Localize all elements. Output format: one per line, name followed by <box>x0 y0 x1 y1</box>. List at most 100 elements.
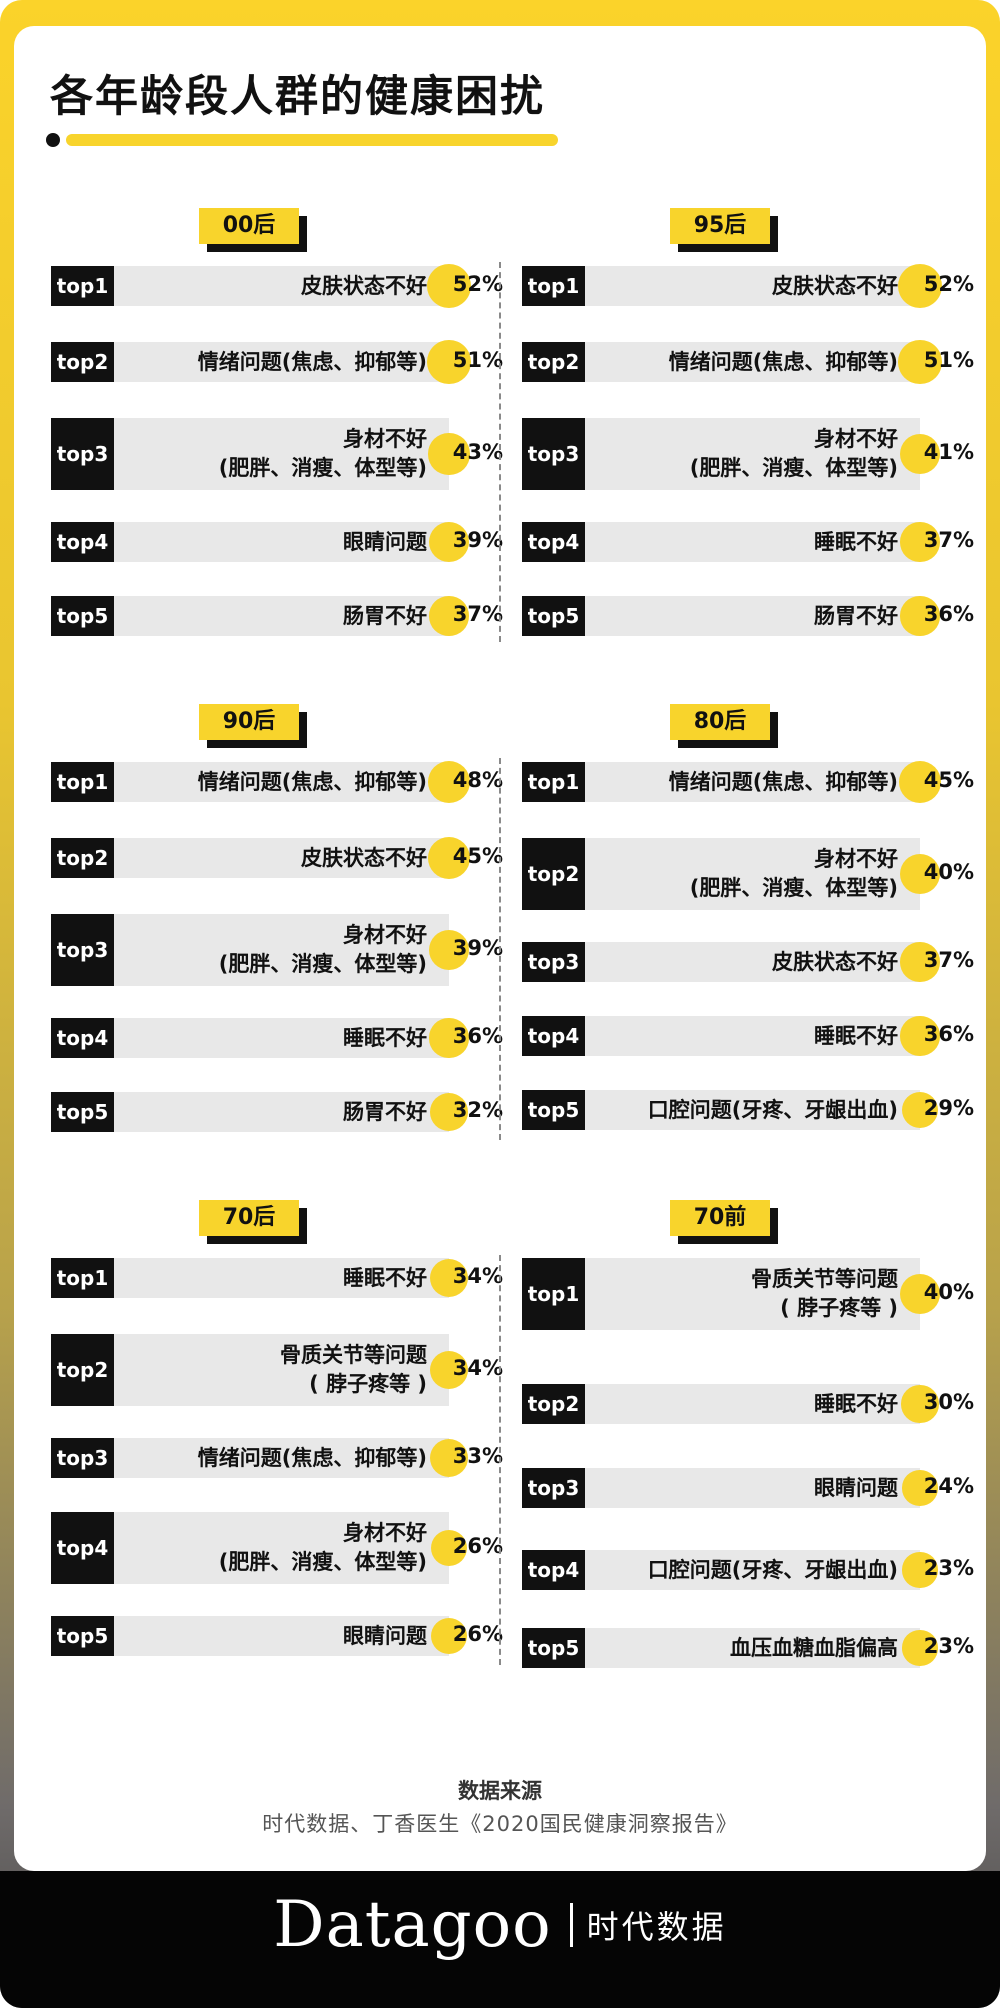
issue-label-line: 血压血糖血脂偏高 <box>730 1635 898 1660</box>
value-dot <box>899 433 941 475</box>
issue-bar: 情绪问题(焦虑、抑郁等) <box>114 1438 449 1478</box>
rank-badge: top2 <box>522 838 585 910</box>
ranking-row: top3 身材不好 (肥胖、消瘦、体型等) 43% <box>51 418 503 490</box>
page-title: 各年龄段人群的健康困扰 <box>50 72 545 122</box>
issue-label-line: 口腔问题(牙疼、牙龈出血) <box>647 1557 898 1582</box>
ranking-row: top5 肠胃不好 37% <box>51 596 503 636</box>
value-label: 23% <box>923 1556 974 1580</box>
issue-label: 口腔问题(牙疼、牙龈出血) <box>648 1550 898 1590</box>
value-label: 30% <box>923 1390 974 1414</box>
group-label-box: 90后 <box>199 704 307 748</box>
rank-badge: top1 <box>522 1258 585 1330</box>
value-label: 36% <box>452 1024 503 1048</box>
rank-badge: top3 <box>522 942 585 982</box>
value-label: 32% <box>452 1098 503 1122</box>
issue-bar: 情绪问题(焦虑、抑郁等) <box>114 342 449 382</box>
issue-label-line: 睡眠不好 <box>814 1023 898 1048</box>
value-dot <box>902 1470 938 1506</box>
issue-bar: 情绪问题(焦虑、抑郁等) <box>114 762 449 802</box>
issue-bar: 口腔问题(牙疼、牙龈出血) <box>585 1550 920 1590</box>
issue-bar: 血压血糖血脂偏高 <box>585 1628 920 1668</box>
issue-label: 身材不好 (肥胖、消瘦、体型等) <box>219 418 427 490</box>
group-label-box: 70前 <box>670 1200 778 1244</box>
value-dot <box>429 1258 469 1298</box>
issue-label-line: 睡眠不好 <box>343 1025 427 1050</box>
value-dot <box>427 340 471 384</box>
value-dot <box>429 1018 469 1058</box>
issue-label-line: 皮肤状态不好 <box>772 273 898 298</box>
rank-badge: top5 <box>522 596 585 636</box>
value-dot <box>427 760 471 804</box>
value-label: 37% <box>923 528 974 552</box>
value-dot <box>429 930 469 970</box>
ranking-row: top1 皮肤状态不好 52% <box>51 264 503 308</box>
value-label: 29% <box>923 1096 974 1120</box>
issue-label: 血压血糖血脂偏高 <box>730 1628 898 1668</box>
rank-badge: top5 <box>51 1616 114 1656</box>
issue-label-line: 皮肤状态不好 <box>772 949 898 974</box>
issue-label-line: 身材不好 <box>343 923 427 947</box>
value-dot <box>429 1350 469 1390</box>
issue-bar: 身材不好 (肥胖、消瘦、体型等) <box>114 418 449 490</box>
column-divider <box>499 262 501 642</box>
ranking-row: top1 皮肤状态不好 52% <box>522 264 974 308</box>
rank-badge: top3 <box>51 1438 114 1478</box>
rank-badge: top3 <box>522 1468 585 1508</box>
issue-label: 情绪问题(焦虑、抑郁等) <box>198 342 427 382</box>
issue-label-line: 情绪问题(焦虑、抑郁等) <box>197 1445 427 1470</box>
issue-label: 骨质关节等问题 ( 脖子疼等 ) <box>751 1258 898 1330</box>
footer <box>0 1871 1000 2008</box>
issue-bar: 眼睛问题 <box>114 1616 449 1656</box>
group-label: 70后 <box>199 1200 299 1236</box>
group-label-box: 80后 <box>670 704 778 748</box>
value-dot <box>899 761 941 803</box>
column-divider <box>499 758 501 1140</box>
source-text: 时代数据、丁香医生《2020国民健康洞察报告》 <box>262 1812 738 1836</box>
value-label: 52% <box>923 272 974 296</box>
brand-name: Datagoo <box>273 1888 552 1962</box>
value-dot <box>900 942 940 982</box>
value-dot <box>900 596 940 636</box>
ranking-row: top2 骨质关节等问题 ( 脖子疼等 ) 34% <box>51 1334 503 1406</box>
ranking-row: top5 眼睛问题 26% <box>51 1616 503 1656</box>
value-label: 37% <box>923 948 974 972</box>
value-label: 39% <box>452 528 503 552</box>
ranking-row: top2 身材不好 (肥胖、消瘦、体型等) 40% <box>522 838 974 910</box>
rank-badge: top5 <box>522 1628 585 1668</box>
issue-label: 眼睛问题 <box>343 522 427 562</box>
value-label: 24% <box>923 1474 974 1498</box>
value-dot <box>431 1530 467 1566</box>
issue-bar: 睡眠不好 <box>585 1016 920 1056</box>
issue-bar: 肠胃不好 <box>114 1092 449 1132</box>
issue-bar: 骨质关节等问题 ( 脖子疼等 ) <box>585 1258 920 1330</box>
issue-label: 皮肤状态不好 <box>301 266 427 306</box>
issue-bar: 睡眠不好 <box>114 1018 449 1058</box>
issue-label: 骨质关节等问题 ( 脖子疼等 ) <box>280 1334 427 1406</box>
issue-label: 皮肤状态不好 <box>772 266 898 306</box>
rank-badge: top2 <box>522 1384 585 1424</box>
issue-label: 睡眠不好 <box>343 1258 427 1298</box>
value-label: 34% <box>452 1356 503 1380</box>
group-label: 70前 <box>670 1200 770 1236</box>
ranking-row: top2 情绪问题(焦虑、抑郁等) 51% <box>522 340 974 384</box>
group-label-box: 70后 <box>199 1200 307 1244</box>
ranking-row: top3 皮肤状态不好 37% <box>522 942 974 982</box>
rank-badge: top1 <box>522 266 585 306</box>
value-dot <box>900 1016 940 1056</box>
issue-bar: 情绪问题(焦虑、抑郁等) <box>585 762 920 802</box>
issue-label: 皮肤状态不好 <box>301 838 427 878</box>
issue-label-line: 情绪问题(焦虑、抑郁等) <box>668 769 898 794</box>
value-label: 33% <box>452 1444 503 1468</box>
ranking-row: top4 睡眠不好 37% <box>522 522 974 562</box>
rank-badge: top3 <box>522 418 585 490</box>
ranking-row: top5 肠胃不好 36% <box>522 596 974 636</box>
ranking-row: top3 身材不好 (肥胖、消瘦、体型等) 39% <box>51 914 503 986</box>
group-label: 00后 <box>199 208 299 244</box>
value-dot <box>431 1618 467 1654</box>
issue-label-line: 眼睛问题 <box>814 1475 898 1500</box>
issue-label: 睡眠不好 <box>814 1016 898 1056</box>
group-label: 90后 <box>199 704 299 740</box>
ranking-row: top3 眼睛问题 24% <box>522 1468 974 1508</box>
issue-bar: 皮肤状态不好 <box>114 838 449 878</box>
issue-label-line: 睡眠不好 <box>814 529 898 554</box>
